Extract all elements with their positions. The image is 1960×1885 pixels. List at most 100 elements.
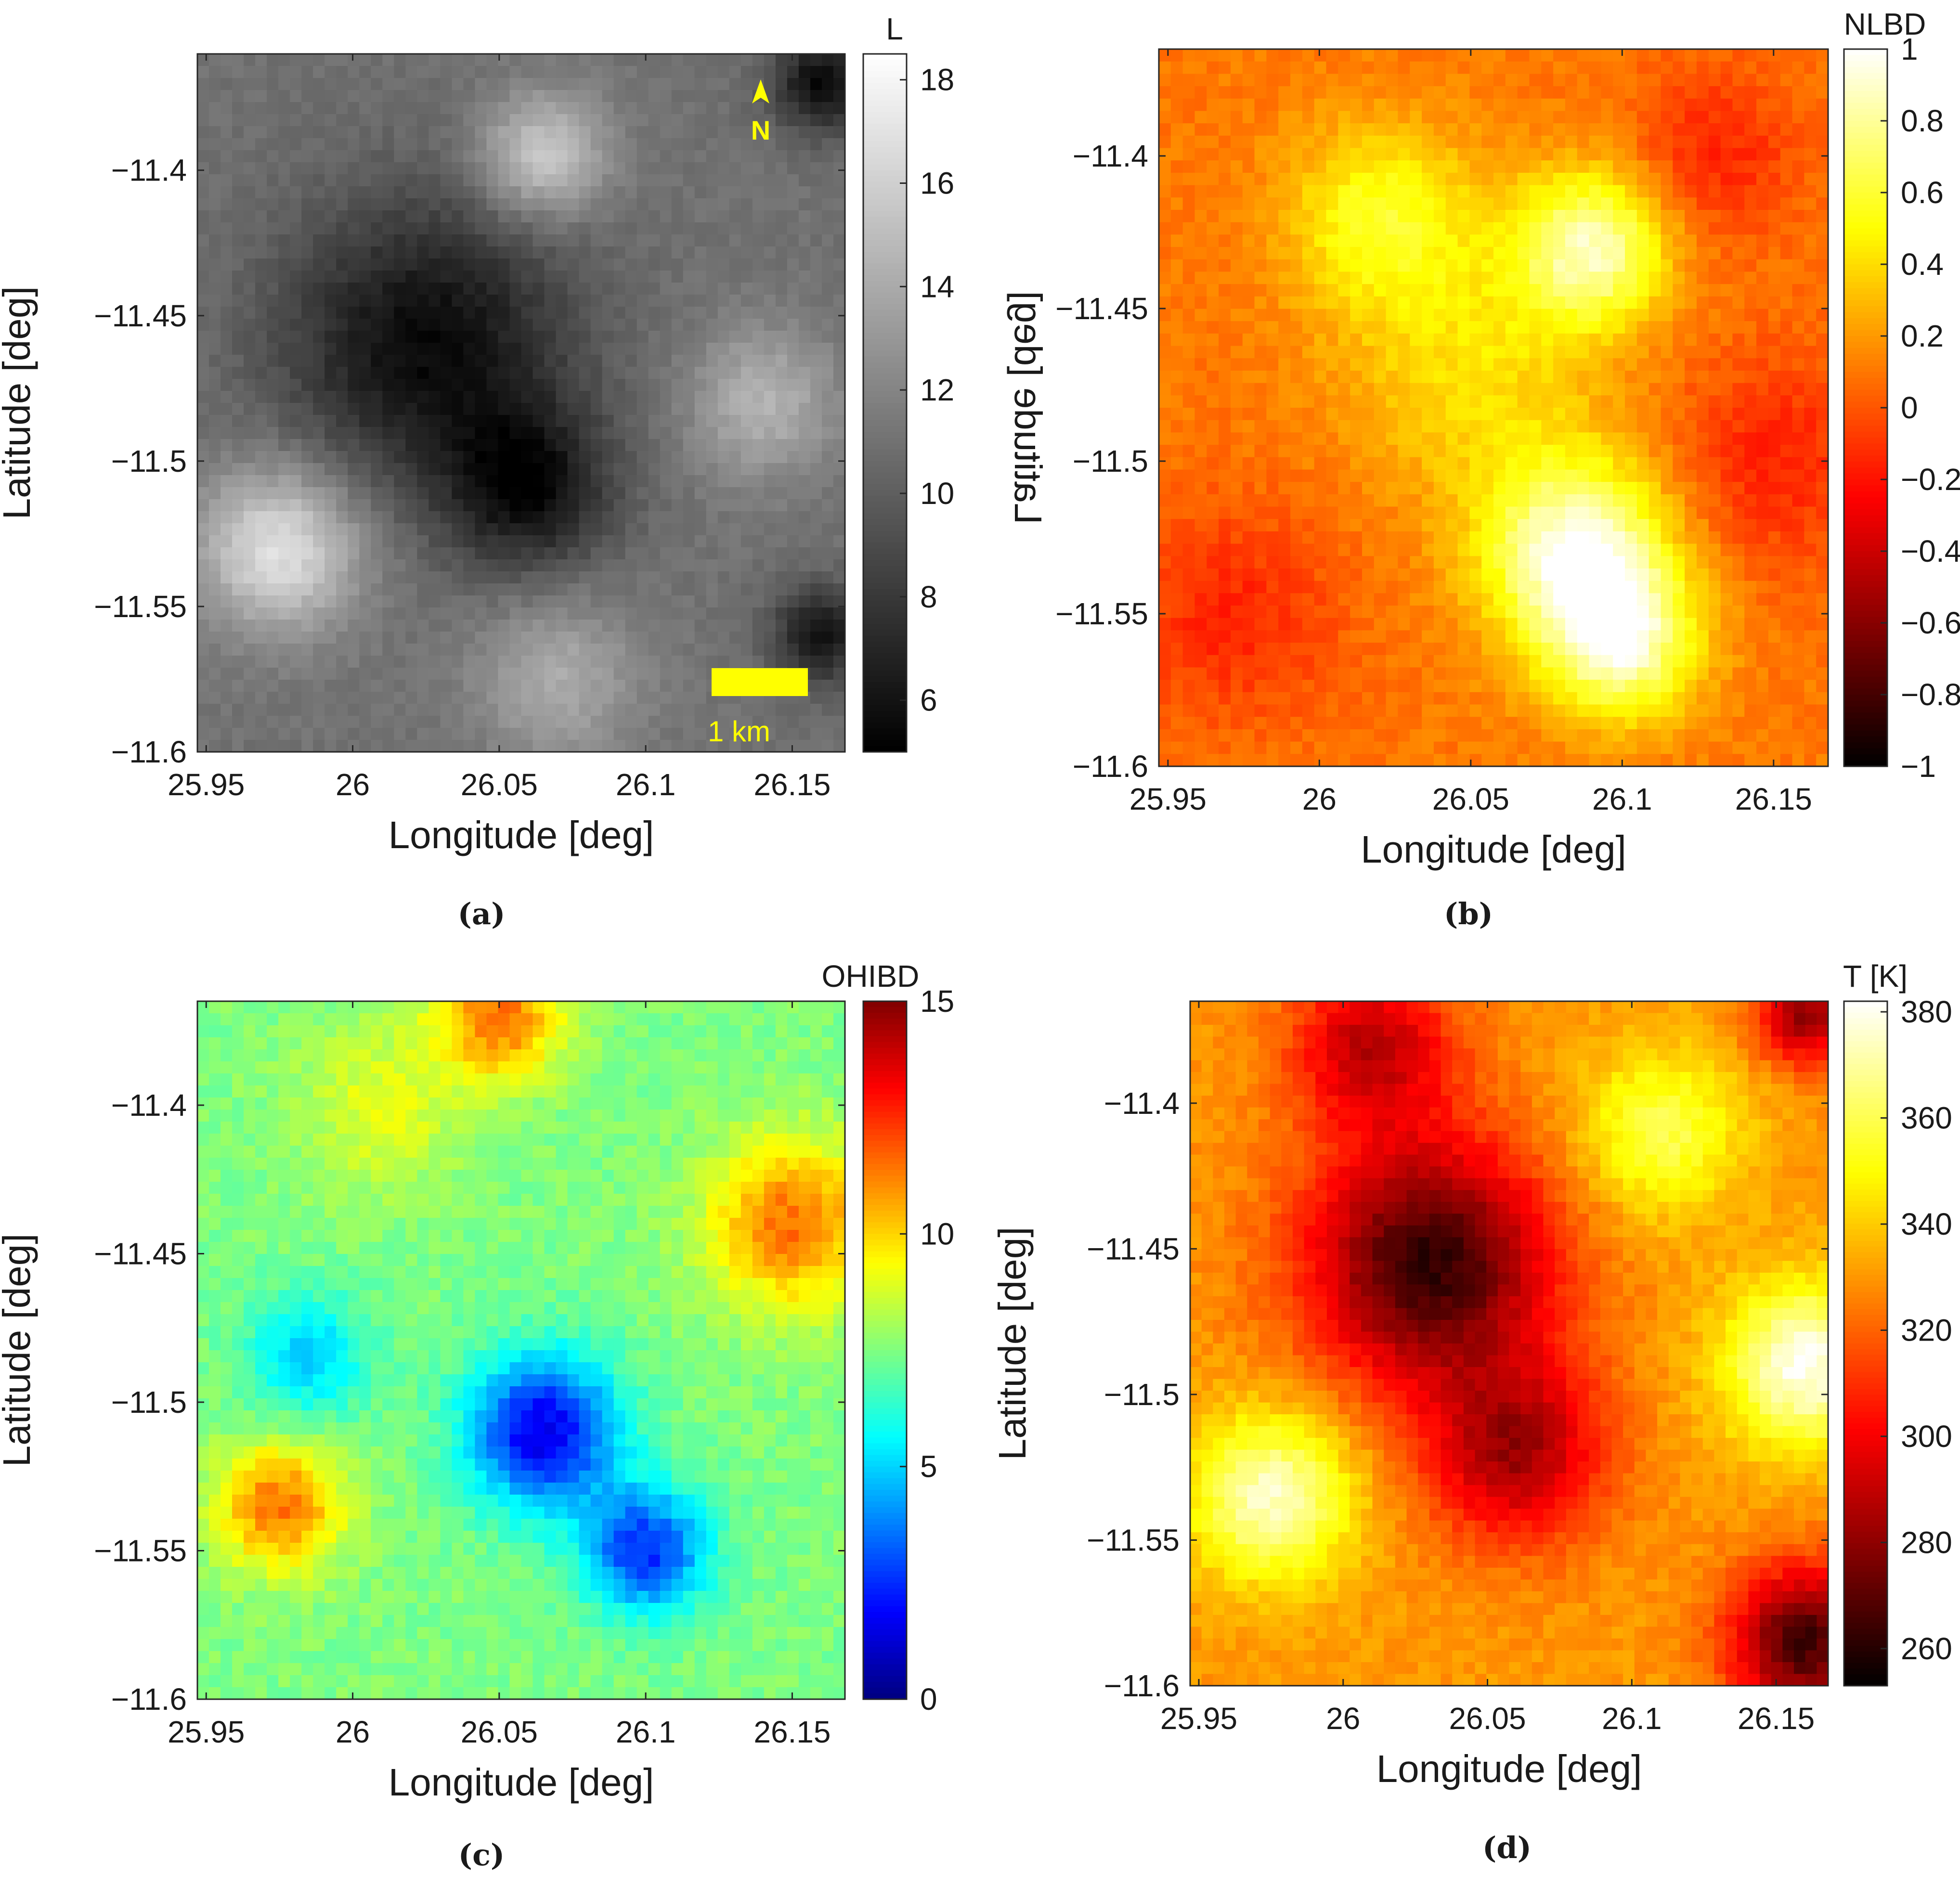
heatmap-cell [278,692,290,704]
heatmap-cell [1732,284,1745,297]
heatmap-cell [1338,111,1350,124]
heatmap-cell [336,680,349,692]
heatmap-cell [475,90,487,103]
heatmap-cell [821,571,834,584]
heatmap-cell [556,632,568,644]
heatmap-cell [1792,284,1805,297]
heatmap-cell [440,692,453,704]
heatmap-cell [1529,296,1542,310]
heatmap-cell [740,355,753,367]
heatmap-cell [1159,86,1171,99]
heatmap-cell [544,439,557,452]
heatmap-cell [209,607,221,620]
heatmap-cell [417,559,429,572]
heatmap-cell [544,66,557,78]
heatmap-cell [325,620,337,632]
heatmap-cell [579,54,591,66]
heatmap-cell [209,403,221,415]
heatmap-cell [717,644,730,656]
heatmap-cell [1362,111,1375,124]
heatmap-cell [1219,247,1231,260]
heatmap-cell [197,620,209,632]
heatmap-cell [1398,259,1411,272]
heatmap-cell [752,656,765,668]
heatmap-cell [821,319,834,331]
heatmap-cell [764,283,776,295]
heatmap-cell [521,319,533,331]
heatmap-cell [613,271,626,283]
heatmap-cell [521,295,533,307]
heatmap-cell [532,138,545,151]
heatmap-cell [740,620,753,632]
heatmap-cell [694,78,707,90]
heatmap-cell [290,379,302,391]
heatmap-cell [1636,74,1649,87]
heatmap-cell [1386,309,1399,322]
heatmap-cell [1601,259,1614,272]
heatmap-cell [1541,370,1554,384]
heatmap-cell [810,403,822,415]
heatmap-cell [1505,259,1518,272]
heatmap-cell [694,487,707,500]
heatmap-cell [694,716,707,728]
heatmap-cell [255,704,267,716]
heatmap-cell [764,728,776,740]
heatmap-cell [602,583,614,596]
heatmap-cell [278,487,290,500]
heatmap-cell [382,258,395,271]
heatmap-cell [706,295,718,307]
heatmap-cell [694,583,707,596]
heatmap-cell [1182,185,1195,198]
heatmap-cell [1278,209,1291,223]
heatmap-cell [313,427,325,439]
heatmap-cell [1266,197,1279,210]
heatmap-cell [648,559,661,572]
colorbar-swatch [863,374,907,380]
heatmap-cell [532,379,545,391]
heatmap-cell [821,271,834,283]
heatmap-cell [1768,172,1781,186]
heatmap-cell [232,102,244,115]
heatmap-cell [556,475,568,488]
heatmap-cell [787,102,799,115]
heatmap-cell [440,535,453,548]
heatmap-cell [359,138,372,151]
heatmap-cell [602,198,614,211]
heatmap-cell [521,126,533,139]
heatmap-cell [1720,197,1733,210]
heatmap-cell [486,114,499,127]
heatmap-cell [1207,370,1219,384]
heatmap-cell [197,234,209,247]
heatmap-cell [428,595,441,608]
heatmap-cell [1278,296,1291,310]
heatmap-cell [660,668,672,680]
heatmap-cell [1648,160,1661,173]
heatmap-cell [405,535,418,548]
heatmap-cell [428,367,441,379]
heatmap-cell [1230,346,1243,359]
heatmap-cell [556,162,568,175]
heatmap-cell [232,234,244,247]
heatmap-cell [625,704,637,716]
heatmap-cell [1804,86,1817,99]
heatmap-cell [821,656,834,668]
heatmap-cell [1170,247,1183,260]
heatmap-cell [1433,333,1446,347]
heatmap-cell [1648,185,1661,198]
heatmap-cell [1636,234,1649,247]
heatmap-cell [752,162,765,175]
heatmap-cell [567,559,580,572]
heatmap-cell [579,620,591,632]
heatmap-cell [1338,148,1350,161]
heatmap-cell [521,379,533,391]
heatmap-cell [452,150,464,163]
heatmap-cell [775,78,788,90]
heatmap-cell [290,307,302,319]
heatmap-cell [752,487,765,500]
heatmap-cell [1613,148,1625,161]
heatmap-cell [244,271,256,283]
heatmap-cell [475,222,487,235]
heatmap-cell [348,66,360,78]
heatmap-cell [590,90,603,103]
